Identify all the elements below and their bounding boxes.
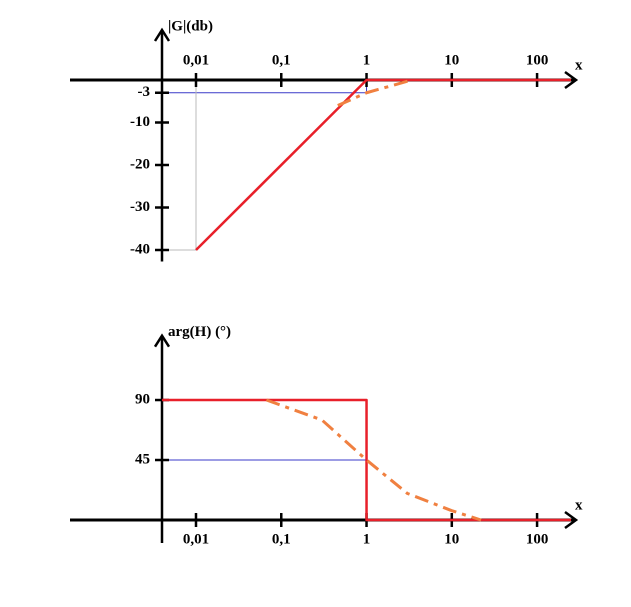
y-tick-label: -3 <box>138 84 151 100</box>
series-line <box>337 78 413 107</box>
x-axis-title: x <box>575 57 583 73</box>
y-tick-label: 45 <box>135 451 150 467</box>
y-axis-arrow <box>153 333 171 348</box>
y-tick-label: -20 <box>130 156 150 172</box>
x-axis-arrow <box>564 510 579 530</box>
x-tick-label: 1 <box>363 52 371 68</box>
x-tick-label: 0,1 <box>272 531 291 547</box>
x-tick-label: 0,01 <box>183 531 209 547</box>
y-tick-label: -40 <box>130 241 150 257</box>
x-tick-label: 10 <box>444 52 459 68</box>
x-tick-label: 10 <box>444 531 459 547</box>
x-tick-label: 0,1 <box>272 52 291 68</box>
y-tick-label: 90 <box>135 391 150 407</box>
x-tick-label: 100 <box>526 52 549 68</box>
series-line <box>162 398 571 522</box>
y-axis-title: arg(H) (°) <box>168 324 231 340</box>
series-line <box>195 78 571 251</box>
y-axis-arrow <box>153 27 171 42</box>
x-axis-arrow <box>564 70 579 90</box>
x-tick-label: 0,01 <box>183 52 209 68</box>
x-tick-label: 100 <box>526 531 549 547</box>
y-axis-title: |G|(db) <box>168 18 213 34</box>
x-tick-label: 1 <box>363 531 371 547</box>
y-tick-label: -10 <box>130 114 150 130</box>
y-tick-label: -30 <box>130 199 150 215</box>
x-axis-title: x <box>575 497 583 513</box>
